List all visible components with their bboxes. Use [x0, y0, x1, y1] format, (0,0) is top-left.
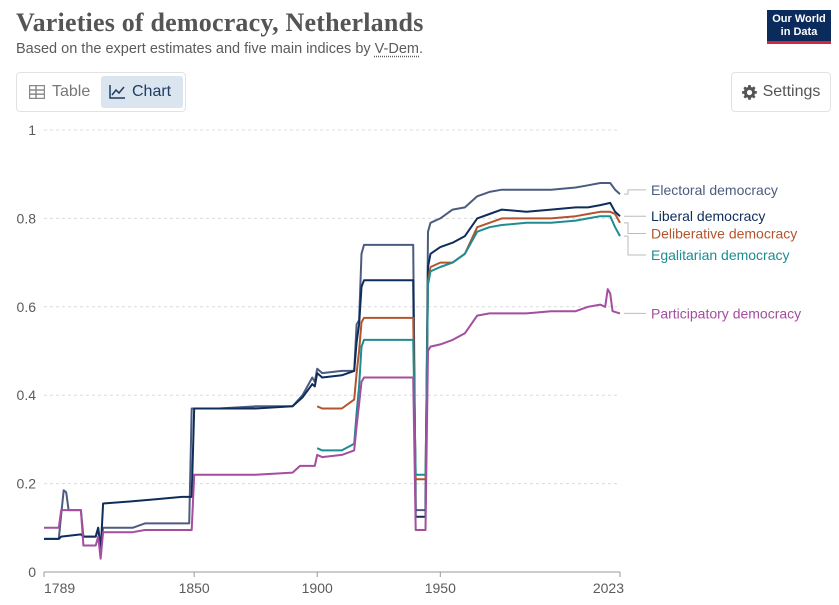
- x-tick-label: 1789: [44, 580, 75, 596]
- chart-title: Varieties of democracy, Netherlands: [16, 8, 424, 37]
- subtitle-text: Based on the expert estimates and five m…: [16, 41, 375, 57]
- tab-table[interactable]: Table: [21, 76, 101, 108]
- x-tick-label: 1900: [302, 580, 333, 596]
- line-chart: 0 0.2 0.4 0.6 0.8 1 1789 1850 1900 1950 2023 Elec…: [17, 122, 802, 596]
- tab-chart-label: Chart: [132, 83, 172, 100]
- line-chart-icon: [109, 85, 125, 99]
- owid-logo[interactable]: Our World in Data: [767, 10, 831, 44]
- view-tabs: Table Chart: [16, 72, 186, 112]
- logo-line-1: Our World: [772, 13, 826, 25]
- series-label: Deliberative democracy: [651, 226, 797, 242]
- y-tick-label: 0: [28, 564, 36, 580]
- series-label: Liberal democracy: [651, 208, 765, 224]
- series-label: Egalitarian democracy: [651, 247, 790, 263]
- series-line: [44, 201, 621, 554]
- tab-table-label: Table: [52, 83, 91, 100]
- chart-lines: [44, 182, 621, 560]
- label-connector: [624, 189, 646, 195]
- x-tick-label: 2023: [593, 580, 624, 596]
- source-link[interactable]: V-Dem: [374, 41, 419, 57]
- series-line: [316, 210, 621, 481]
- settings-button[interactable]: Settings: [731, 72, 831, 112]
- x-axis: 1789 1850 1900 1950 2023: [43, 571, 624, 596]
- y-tick-label: 1: [28, 122, 36, 138]
- y-tick-label: 0.2: [17, 476, 37, 492]
- y-tick-label: 0.6: [17, 299, 37, 315]
- series-line: [44, 288, 621, 560]
- chart-grid: 0 0.2 0.4 0.6 0.8 1: [17, 122, 620, 580]
- series-line: [44, 182, 621, 547]
- y-tick-label: 0.8: [17, 210, 37, 226]
- x-tick-label: 1950: [425, 580, 456, 596]
- chart-subtitle: Based on the expert estimates and five m…: [16, 41, 423, 57]
- settings-label: Settings: [762, 83, 821, 100]
- logo-line-2: in Data: [780, 26, 818, 38]
- subtitle-end: .: [419, 41, 424, 57]
- label-connector: [624, 222, 646, 235]
- table-icon: [29, 85, 45, 99]
- series-label: Participatory democracy: [651, 305, 801, 321]
- label-connector: [624, 235, 646, 256]
- y-tick-label: 0.4: [17, 387, 37, 403]
- series-label: Electoral democracy: [651, 182, 778, 198]
- series-line: [316, 215, 621, 476]
- x-tick-label: 1850: [179, 580, 210, 596]
- tab-chart[interactable]: Chart: [101, 76, 183, 108]
- gear-icon: [741, 84, 757, 100]
- series-labels: Electoral democracy Liberal democracy Deli…: [624, 182, 801, 321]
